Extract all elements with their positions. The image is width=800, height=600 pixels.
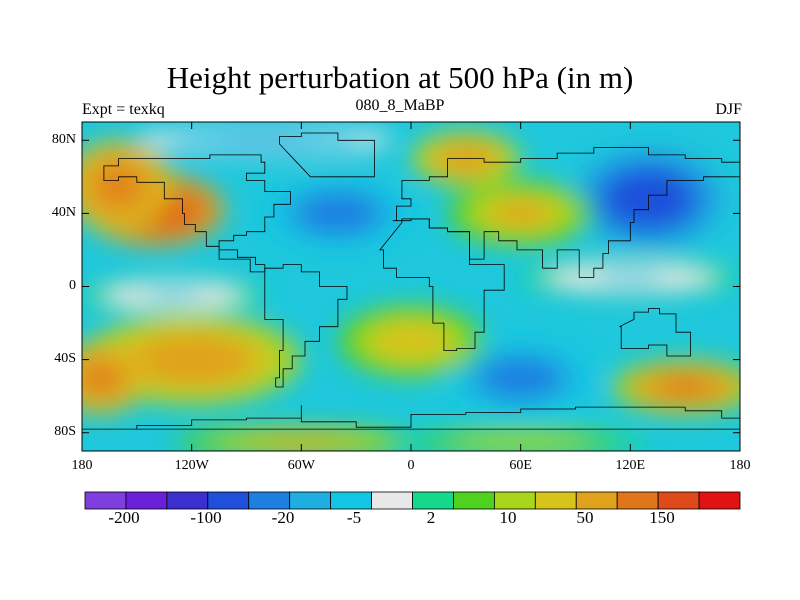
anomaly-cell bbox=[392, 427, 649, 451]
colorbar bbox=[84, 491, 741, 510]
y-tick-label: 80S bbox=[54, 424, 76, 439]
colorbar-swatch bbox=[657, 491, 700, 510]
x-tick-label: 60E bbox=[509, 458, 532, 473]
x-tick-label: 180 bbox=[729, 458, 751, 473]
chart-title: Height perturbation at 500 hPa (in m) bbox=[166, 60, 634, 95]
colorbar-swatch bbox=[575, 491, 618, 510]
anomaly-cell bbox=[82, 140, 174, 232]
coastline bbox=[379, 218, 505, 351]
y-tick-label: 80N bbox=[51, 132, 76, 147]
y-tick-label: 0 bbox=[69, 278, 76, 293]
colorbar-swatch bbox=[412, 491, 454, 510]
experiment-label: Expt = texkq bbox=[82, 101, 165, 118]
contour-level bbox=[313, 200, 363, 226]
axis-ticks bbox=[81, 122, 741, 451]
contour-level bbox=[154, 344, 229, 376]
coastline bbox=[392, 147, 740, 278]
x-tick-label: 60W bbox=[287, 458, 315, 473]
anomaly-cell bbox=[264, 176, 411, 250]
x-tick-label: 120E bbox=[615, 458, 646, 473]
contour-level bbox=[477, 436, 565, 447]
season-label: DJF bbox=[715, 101, 742, 118]
colorbar-label: -200 bbox=[108, 508, 140, 527]
coastlines bbox=[82, 132, 740, 430]
colorbar-label: 2 bbox=[426, 508, 436, 527]
colorbar-swatch bbox=[534, 491, 577, 510]
contour-level bbox=[257, 436, 345, 447]
anomaly-cell bbox=[82, 341, 146, 415]
coastline bbox=[279, 132, 375, 178]
coastline bbox=[619, 308, 691, 357]
colorbar-label: 50 bbox=[576, 508, 594, 527]
x-tick-label: 120W bbox=[174, 458, 209, 473]
contour-level bbox=[99, 170, 138, 202]
anomaly-cell bbox=[447, 341, 594, 415]
colorbar-swatch bbox=[248, 491, 291, 510]
colorbar-swatch bbox=[698, 491, 741, 510]
contour-level bbox=[84, 365, 116, 391]
contour-level bbox=[660, 377, 711, 397]
colorbar-swatch bbox=[330, 491, 372, 510]
coastline bbox=[82, 405, 740, 430]
colorbar-swatch bbox=[453, 491, 495, 510]
colorbar-label: 10 bbox=[499, 508, 517, 527]
anomaly-cell bbox=[612, 359, 740, 415]
colorbar-label: -100 bbox=[190, 508, 222, 527]
y-tick-label: 40N bbox=[51, 205, 76, 220]
contour-level bbox=[221, 135, 309, 146]
anomaly-cell bbox=[520, 259, 740, 296]
anomaly-cell bbox=[447, 180, 594, 247]
colorbar-label: -20 bbox=[271, 508, 295, 527]
contour-level bbox=[386, 328, 436, 354]
anomaly-field bbox=[82, 125, 740, 451]
anomaly-cell bbox=[173, 427, 430, 451]
coastline bbox=[103, 154, 291, 273]
colorbar-label: -5 bbox=[346, 508, 362, 527]
contour-map bbox=[82, 122, 740, 451]
contour-level bbox=[142, 289, 205, 302]
colorbar-swatch bbox=[371, 491, 413, 510]
colorbar-swatch bbox=[616, 491, 659, 510]
y-tick-label: 40S bbox=[54, 351, 76, 366]
colorbar-label: 150 bbox=[649, 508, 675, 527]
x-tick-label: 180 bbox=[71, 458, 93, 473]
contour-level bbox=[593, 271, 668, 284]
anomaly-cell bbox=[82, 277, 265, 314]
contour-level bbox=[495, 202, 546, 225]
colorbar-swatch bbox=[166, 491, 209, 510]
colorbar-swatch bbox=[207, 491, 250, 510]
colorbar-swatch bbox=[493, 491, 536, 510]
subtitle: 080_8_MaBP bbox=[355, 97, 445, 114]
colorbar-swatch bbox=[84, 491, 127, 510]
colorbar-swatch bbox=[289, 491, 332, 510]
contour-level bbox=[495, 365, 546, 391]
anomaly-cell bbox=[337, 304, 485, 378]
x-tick-label: 0 bbox=[407, 458, 415, 473]
colorbar-swatch bbox=[125, 491, 168, 510]
coastline bbox=[264, 264, 348, 388]
